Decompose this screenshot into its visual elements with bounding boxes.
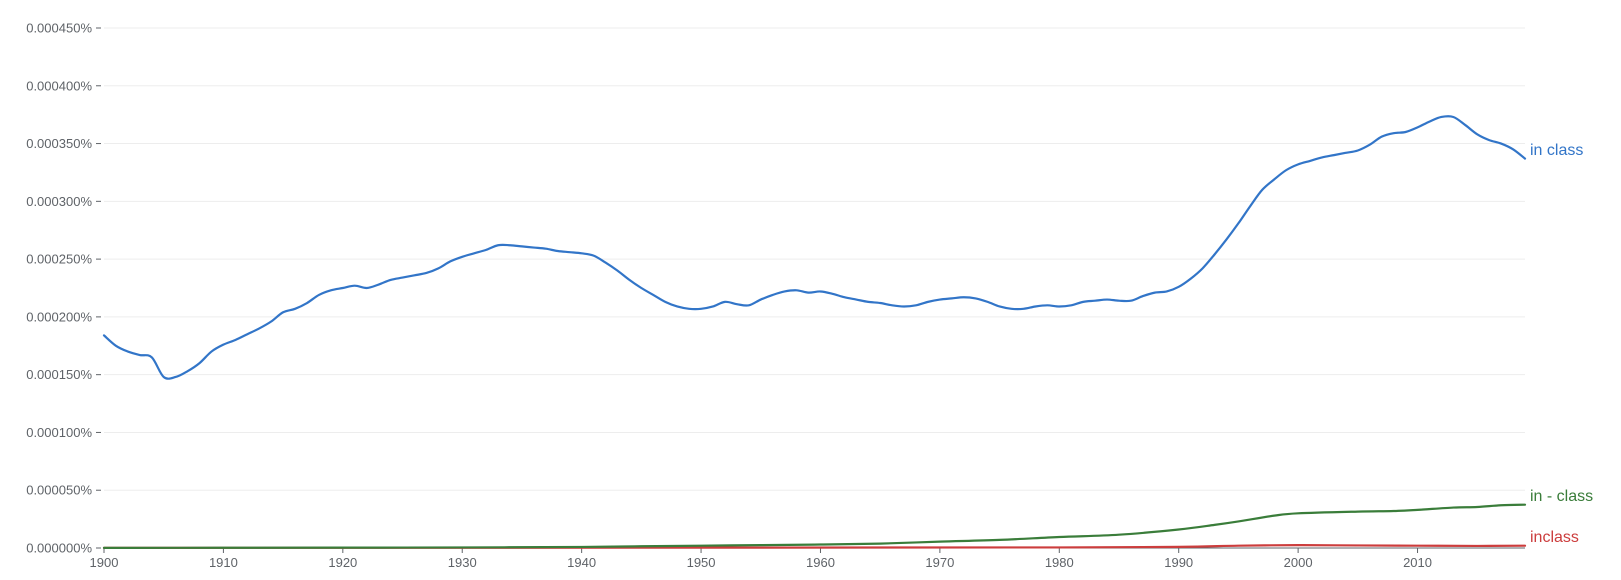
y-tick-label: 0.000300%: [26, 194, 92, 209]
x-tick-label: 1930: [448, 555, 477, 570]
series-line-in-class[interactable]: [102, 503, 1527, 549]
series-end-label: in class: [1530, 142, 1583, 159]
gridlines: [104, 27, 1525, 491]
y-tick-label: 0.000200%: [26, 309, 92, 324]
series-end-labels: in class in - class inclass: [1530, 142, 1593, 546]
y-tick-label: 0.000350%: [26, 136, 92, 151]
x-tick-label: 1950: [687, 555, 716, 570]
y-tick-label: 0.000100%: [26, 425, 92, 440]
y-tick-label: 0.000150%: [26, 367, 92, 382]
x-axis: 1900 1910 1920 1930 1940 1950 1960 1970 1980 1990…: [90, 547, 1525, 570]
series-line-in-class[interactable]: [102, 115, 1527, 380]
y-tick-label: 0.000000%: [26, 541, 92, 556]
x-tick-label: 1980: [1045, 555, 1074, 570]
x-tick-label: 1990: [1164, 555, 1193, 570]
y-tick-label: 0.000250%: [26, 252, 92, 267]
x-tick-label: 1960: [806, 555, 835, 570]
x-tick-label: 1900: [90, 555, 119, 570]
y-tick-label: 0.000450%: [26, 21, 92, 36]
series-lines[interactable]: [102, 115, 1527, 549]
x-tick-label: 2000: [1284, 555, 1313, 570]
x-tick-label: 2010: [1403, 555, 1432, 570]
series-end-label: inclass: [1530, 529, 1579, 546]
y-tick-label: 0.000400%: [26, 78, 92, 93]
x-tick-label: 1920: [328, 555, 357, 570]
x-tick-label: 1910: [209, 555, 238, 570]
series-end-label: in - class: [1530, 488, 1593, 505]
y-axis: 0.000000% 0.000050% 0.000100% 0.000150% 0.00…: [26, 21, 101, 556]
x-tick-label: 1970: [925, 555, 954, 570]
x-tick-label: 1940: [567, 555, 596, 570]
y-tick-label: 0.000050%: [26, 483, 92, 498]
